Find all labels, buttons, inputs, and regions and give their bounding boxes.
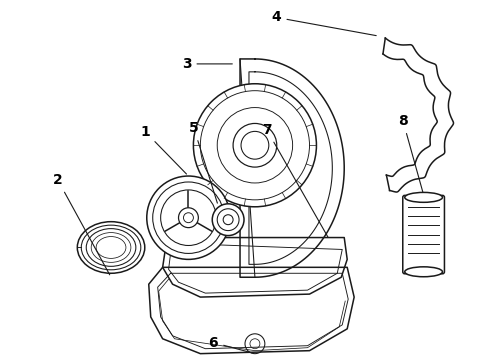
Ellipse shape: [77, 222, 145, 273]
Text: 5: 5: [189, 121, 218, 203]
Ellipse shape: [405, 267, 442, 277]
Text: 8: 8: [398, 114, 423, 192]
Text: 3: 3: [182, 57, 232, 71]
Circle shape: [178, 208, 198, 228]
Text: 2: 2: [53, 173, 110, 275]
Text: 4: 4: [272, 10, 376, 36]
Circle shape: [194, 84, 317, 207]
Text: 1: 1: [141, 125, 187, 174]
Circle shape: [233, 123, 277, 167]
Ellipse shape: [405, 192, 442, 202]
FancyBboxPatch shape: [403, 195, 444, 274]
Text: 7: 7: [262, 123, 328, 237]
Text: 6: 6: [209, 336, 252, 353]
Circle shape: [212, 204, 244, 235]
Circle shape: [147, 176, 230, 260]
